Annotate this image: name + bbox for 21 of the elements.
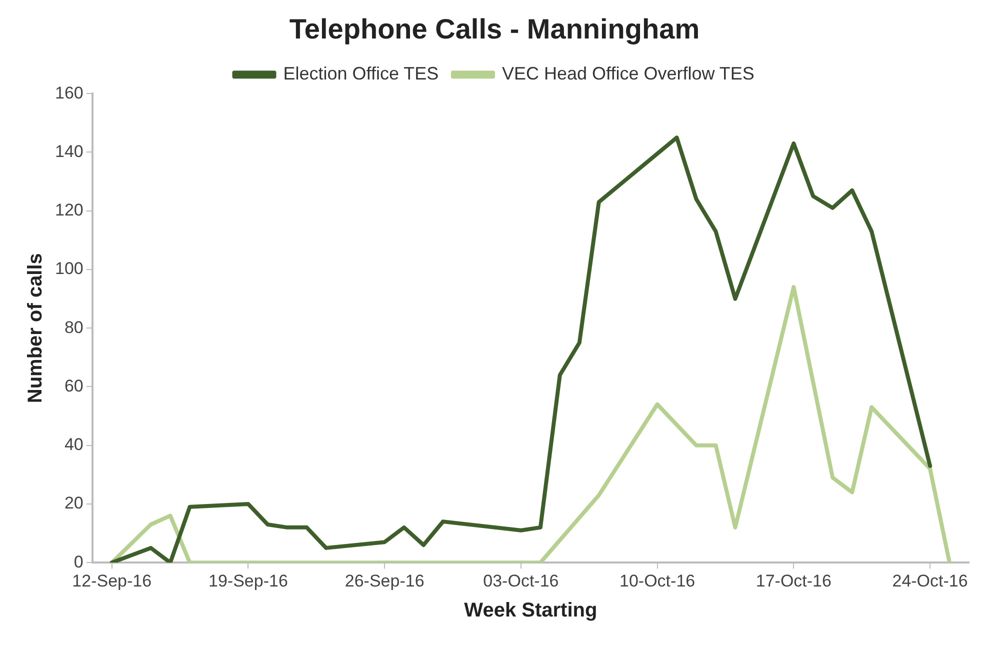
y-tick-label: 0	[74, 552, 84, 572]
y-tick-label: 80	[64, 318, 84, 337]
x-tick-label: 17-Oct-16	[756, 571, 832, 590]
y-tick-label: 100	[54, 259, 84, 278]
x-axis-title: Week Starting	[464, 600, 598, 622]
y-tick-label: 160	[54, 83, 84, 102]
chart-title: Telephone Calls - Manningham	[289, 14, 700, 45]
legend-label: Election Office TES	[283, 64, 439, 84]
x-tick-label: 12-Sep-16	[72, 571, 152, 590]
legend-label: VEC Head Office Overflow TES	[502, 64, 754, 84]
y-tick-label: 20	[64, 494, 84, 513]
x-tick-label: 19-Sep-16	[208, 571, 288, 590]
x-tick-label: 03-Oct-16	[483, 571, 559, 590]
y-tick-label: 40	[64, 435, 84, 454]
y-tick-label: 120	[54, 200, 84, 220]
y-axis-title: Number of calls	[24, 253, 47, 404]
y-tick-label: 60	[64, 376, 84, 396]
y-tick-label: 140	[54, 142, 84, 161]
x-tick-label: 26-Sep-16	[344, 571, 424, 590]
x-tick-label: 10-Oct-16	[620, 571, 696, 590]
x-tick-label: 24-Oct-16	[892, 571, 968, 590]
